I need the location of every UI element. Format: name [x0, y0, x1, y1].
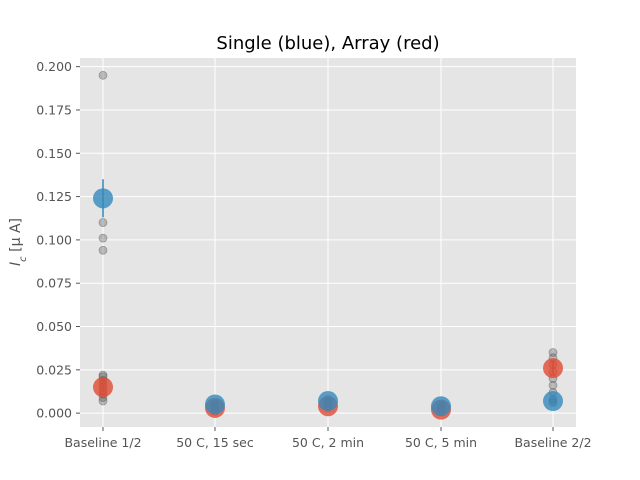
y-tick-label: 0.100 [36, 232, 72, 247]
raw-point [98, 70, 108, 80]
raw-point [98, 396, 108, 406]
y-tick-label: 0.000 [36, 406, 72, 421]
raw-point [548, 381, 558, 390]
y-tick-label: 0.025 [36, 362, 72, 377]
y-tick-label: 0.200 [36, 59, 72, 74]
y-tick-label: 0.125 [36, 189, 72, 204]
x-tick-label: Baseline 2/2 [514, 435, 591, 450]
chart-title: Single (blue), Array (red) [216, 33, 439, 54]
y-axis-label-main: I [8, 262, 24, 266]
raw-point [98, 218, 108, 227]
y-axis-ticks: 0.000 0.025 0.050 0.075 0.100 0.125 0.150 0.175… [36, 59, 80, 421]
raw-point [98, 233, 108, 243]
y-axis-label-sub: c [18, 256, 29, 262]
series-point [543, 358, 563, 379]
series-means [93, 179, 563, 420]
x-tick-label: 50 C, 15 sec [176, 435, 254, 450]
series-point [318, 391, 338, 412]
y-tick-label: 0.075 [36, 276, 72, 291]
y-axis-label-units: [μ A] [8, 218, 24, 256]
x-axis-ticks: Baseline 1/2 50 C, 15 sec 50 C, 2 min 50 C,… [64, 427, 592, 450]
raw-point [98, 245, 108, 255]
series-point [205, 394, 225, 415]
y-tick-label: 0.175 [36, 102, 72, 117]
gridlines [80, 58, 576, 427]
y-tick-label: 0.050 [36, 319, 72, 334]
x-tick-label: Baseline 1/2 [64, 435, 141, 450]
x-tick-label: 50 C, 2 min [292, 435, 364, 450]
y-axis-label: Ic [μ A] [8, 218, 29, 266]
series-point [543, 391, 563, 412]
x-tick-label: 50 C, 5 min [405, 435, 477, 450]
series-point [93, 377, 113, 398]
series-point [431, 396, 451, 417]
series-point [93, 188, 113, 209]
y-tick-label: 0.150 [36, 146, 72, 161]
raw-point [548, 348, 558, 357]
